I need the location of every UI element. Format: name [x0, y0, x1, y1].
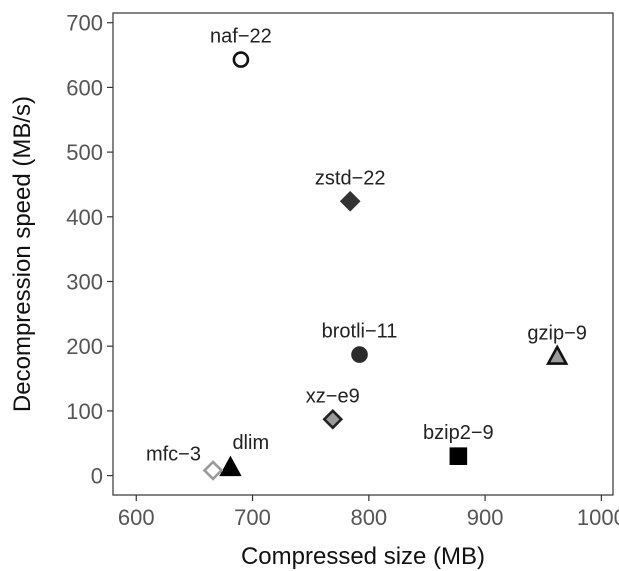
y-tick-label: 100	[66, 399, 103, 424]
x-axis-title: Compressed size (MB)	[241, 543, 485, 570]
x-tick-label: 600	[118, 505, 155, 530]
y-axis-title: Decompression speed (MB/s)	[9, 96, 36, 412]
y-axis-ticks: 0 100 200 300 400 500 600 700	[66, 11, 113, 489]
data-point	[322, 408, 344, 430]
y-tick-label: 500	[66, 140, 103, 165]
data-point	[219, 455, 242, 477]
data-point	[449, 447, 468, 465]
data-label: zstd−22	[315, 167, 386, 189]
x-tick-label: 700	[234, 505, 271, 530]
data-label: naf−22	[210, 26, 272, 48]
plot-panel	[112, 12, 614, 496]
data-point	[232, 51, 250, 68]
data-point	[545, 344, 569, 365]
data-label: dlim	[232, 432, 269, 454]
data-label: gzip−9	[527, 323, 587, 345]
data-points	[202, 51, 569, 481]
data-point	[202, 460, 224, 481]
y-tick-label: 300	[66, 269, 103, 294]
x-tick-label: 800	[350, 505, 387, 530]
y-tick-label: 600	[66, 75, 103, 100]
y-tick-label: 0	[91, 464, 103, 489]
data-label: bzip2−9	[423, 422, 494, 444]
data-labels: naf−22 zstd−22 brotli−11 gzip−9 xz−e9 bzip2−9…	[146, 26, 587, 466]
y-tick-label: 200	[66, 334, 103, 359]
data-label: xz−e9	[306, 385, 360, 407]
y-tick-label: 700	[66, 11, 103, 36]
data-point	[339, 190, 361, 212]
x-tick-label: 900	[467, 505, 504, 530]
data-label: mfc−3	[146, 443, 201, 465]
data-point	[351, 346, 368, 363]
y-tick-label: 400	[66, 205, 103, 230]
data-label: brotli−11	[322, 321, 398, 343]
